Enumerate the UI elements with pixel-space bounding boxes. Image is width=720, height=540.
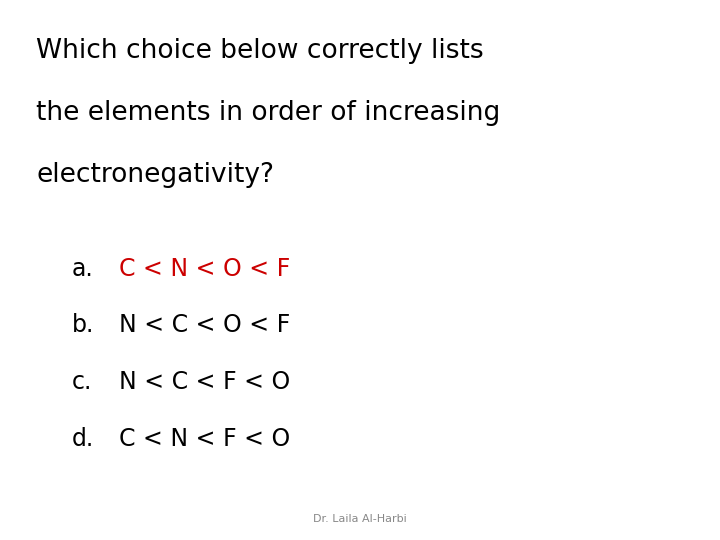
Text: C < N < F < O: C < N < F < O xyxy=(119,427,290,450)
Text: N < C < F < O: N < C < F < O xyxy=(119,370,290,394)
Text: Which choice below correctly lists: Which choice below correctly lists xyxy=(36,38,484,64)
Text: c.: c. xyxy=(72,370,92,394)
Text: C < N < O < F: C < N < O < F xyxy=(119,256,290,280)
Text: Dr. Laila Al-Harbi: Dr. Laila Al-Harbi xyxy=(313,514,407,524)
Text: b.: b. xyxy=(72,313,94,337)
Text: d.: d. xyxy=(72,427,94,450)
Text: the elements in order of increasing: the elements in order of increasing xyxy=(36,100,500,126)
Text: electronegativity?: electronegativity? xyxy=(36,162,274,188)
Text: N < C < O < F: N < C < O < F xyxy=(119,313,290,337)
Text: a.: a. xyxy=(72,256,94,280)
